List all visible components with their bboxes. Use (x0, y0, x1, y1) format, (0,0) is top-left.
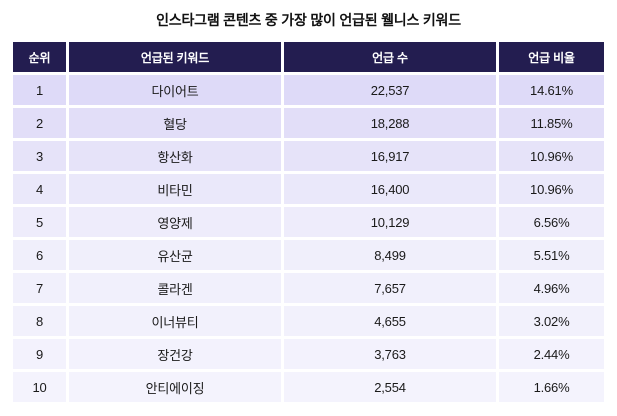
cell-keyword: 영양제 (69, 207, 281, 237)
cell-mentions: 2,554 (284, 372, 496, 402)
cell-ratio: 4.96% (499, 273, 604, 303)
table-row: 5 영양제 10,129 6.56% (13, 207, 604, 237)
cell-keyword: 유산균 (69, 240, 281, 270)
cell-ratio: 10.96% (499, 141, 604, 171)
column-header-ratio: 언급 비율 (499, 42, 604, 72)
cell-keyword: 혈당 (69, 108, 281, 138)
table-row: 1 다이어트 22,537 14.61% (13, 75, 604, 105)
cell-mentions: 22,537 (284, 75, 496, 105)
cell-mentions: 16,917 (284, 141, 496, 171)
cell-mentions: 10,129 (284, 207, 496, 237)
cell-rank: 8 (13, 306, 66, 336)
cell-rank: 9 (13, 339, 66, 369)
cell-ratio: 14.61% (499, 75, 604, 105)
cell-rank: 4 (13, 174, 66, 204)
column-header-rank: 순위 (13, 42, 66, 72)
cell-mentions: 3,763 (284, 339, 496, 369)
cell-keyword: 장건강 (69, 339, 281, 369)
cell-keyword: 다이어트 (69, 75, 281, 105)
page-title: 인스타그램 콘텐츠 중 가장 많이 언급된 웰니스 키워드 (156, 12, 461, 28)
table-row: 3 항산화 16,917 10.96% (13, 141, 604, 171)
cell-ratio: 6.56% (499, 207, 604, 237)
cell-ratio: 2.44% (499, 339, 604, 369)
cell-ratio: 3.02% (499, 306, 604, 336)
cell-mentions: 18,288 (284, 108, 496, 138)
cell-keyword: 항산화 (69, 141, 281, 171)
cell-rank: 5 (13, 207, 66, 237)
cell-rank: 6 (13, 240, 66, 270)
cell-ratio: 10.96% (499, 174, 604, 204)
table-row: 8 이너뷰티 4,655 3.02% (13, 306, 604, 336)
table-row: 7 콜라겐 7,657 4.96% (13, 273, 604, 303)
cell-rank: 1 (13, 75, 66, 105)
cell-rank: 10 (13, 372, 66, 402)
cell-mentions: 4,655 (284, 306, 496, 336)
cell-rank: 3 (13, 141, 66, 171)
cell-ratio: 5.51% (499, 240, 604, 270)
table-header: 순위 언급된 키워드 언급 수 언급 비율 (13, 42, 604, 72)
table-row: 2 혈당 18,288 11.85% (13, 108, 604, 138)
cell-rank: 2 (13, 108, 66, 138)
cell-ratio: 1.66% (499, 372, 604, 402)
cell-keyword: 콜라겐 (69, 273, 281, 303)
cell-rank: 7 (13, 273, 66, 303)
table-row: 6 유산균 8,499 5.51% (13, 240, 604, 270)
wellness-keyword-table: 순위 언급된 키워드 언급 수 언급 비율 1 다이어트 22,537 14.61% 2… (10, 39, 607, 405)
table-row: 4 비타민 16,400 10.96% (13, 174, 604, 204)
column-header-keyword: 언급된 키워드 (69, 42, 281, 72)
cell-mentions: 7,657 (284, 273, 496, 303)
table-body: 1 다이어트 22,537 14.61% 2 혈당 18,288 11.85% 3 항산화 16,9… (13, 75, 604, 402)
cell-keyword: 비타민 (69, 174, 281, 204)
table-row: 9 장건강 3,763 2.44% (13, 339, 604, 369)
table-header-row: 순위 언급된 키워드 언급 수 언급 비율 (13, 42, 604, 72)
table-row: 10 안티에이징 2,554 1.66% (13, 372, 604, 402)
column-header-mentions: 언급 수 (284, 42, 496, 72)
cell-keyword: 이너뷰티 (69, 306, 281, 336)
cell-ratio: 11.85% (499, 108, 604, 138)
cell-mentions: 16,400 (284, 174, 496, 204)
cell-keyword: 안티에이징 (69, 372, 281, 402)
cell-mentions: 8,499 (284, 240, 496, 270)
